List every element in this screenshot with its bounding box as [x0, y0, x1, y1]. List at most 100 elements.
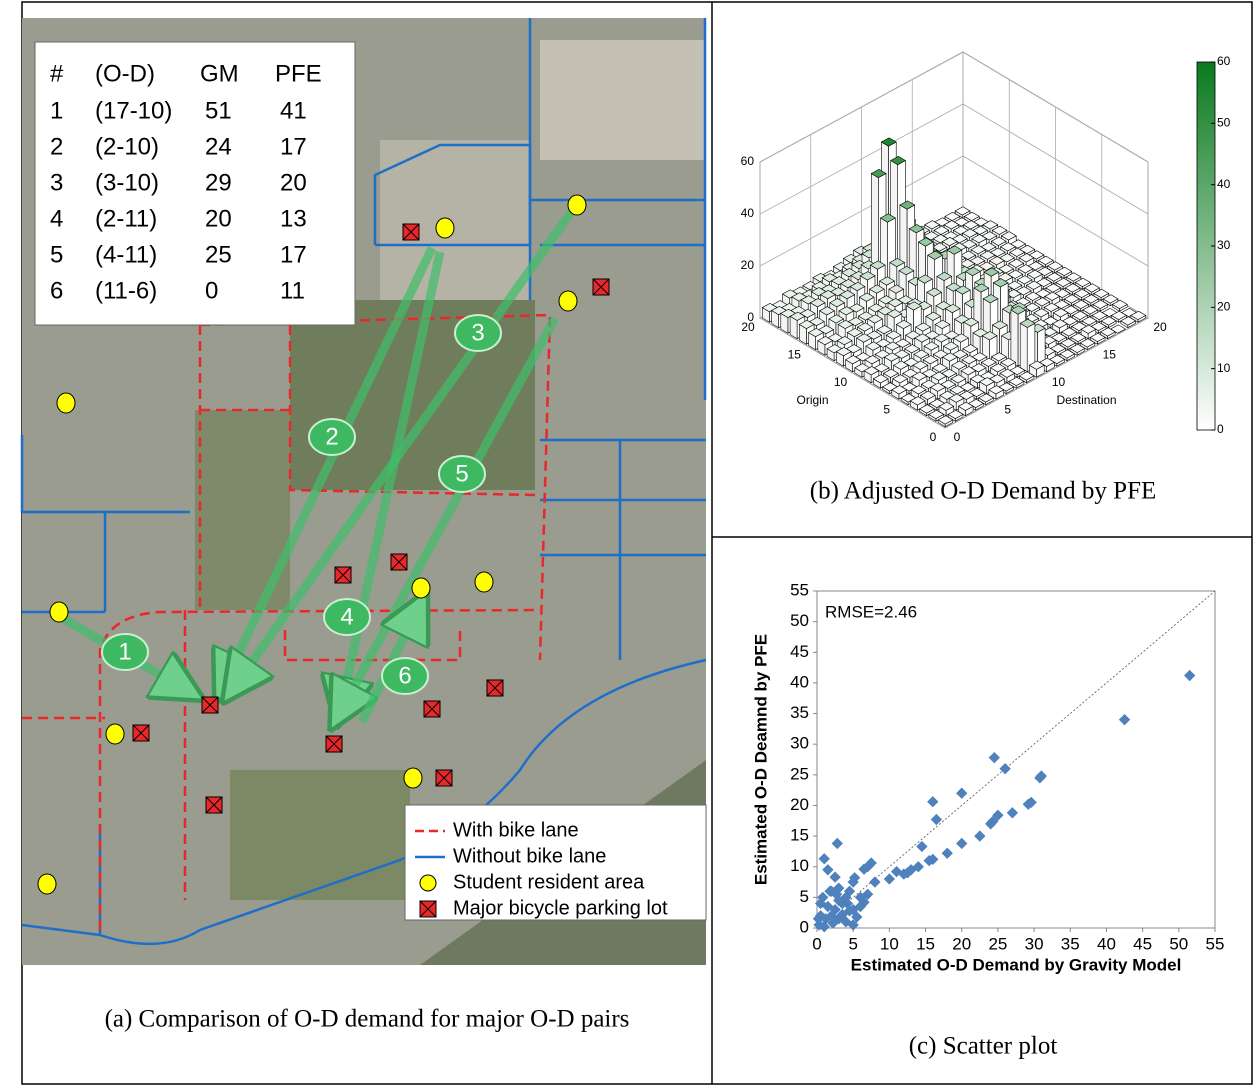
x-tick-label: 45: [1133, 934, 1152, 953]
bar-top: [869, 260, 886, 270]
point: [827, 917, 839, 929]
point: [883, 873, 896, 885]
table-cell: (17-10): [95, 97, 172, 124]
bar-top: [911, 371, 928, 381]
bar-top: [846, 327, 863, 338]
bar-top: [899, 200, 916, 210]
bar: [1080, 324, 1097, 340]
pair-label: 2: [325, 423, 338, 450]
bar-top: [872, 374, 889, 384]
y-tick-label: 15: [1103, 348, 1117, 362]
bar-top: [1073, 288, 1090, 298]
bar-top: [1045, 283, 1062, 293]
bar-top: [888, 284, 905, 294]
bar-top: [890, 155, 907, 166]
bar-top: [904, 344, 921, 354]
resident-area: [403, 767, 423, 789]
bar-top: [1099, 327, 1116, 337]
bar-top: [973, 283, 990, 293]
bar-top: [991, 225, 1008, 235]
bar: [909, 396, 926, 411]
bar-top: [951, 360, 968, 370]
bar-top: [944, 303, 961, 314]
y-tick-label: 15: [790, 826, 809, 845]
parking-cross: [435, 769, 453, 787]
bar-top: [1130, 310, 1147, 320]
x-tick-label: 0: [930, 430, 937, 444]
table-cell: 6: [50, 277, 63, 304]
map: 1 2 3 4 5 6 # (O-D) GM PFE 1 (17-10) 51 41 2 (2-10) 24 1…: [20, 18, 707, 965]
table-cell: 25: [205, 241, 232, 268]
x-tick-label: 20: [952, 934, 971, 953]
bar-top: [1065, 272, 1082, 282]
bar: [947, 409, 964, 422]
legend-box: [404, 804, 707, 921]
y-tick-label: 10: [1052, 375, 1066, 389]
x-tick-label: 30: [1025, 934, 1044, 953]
bar-top: [957, 401, 974, 411]
bar: [1060, 338, 1077, 351]
colorbar-tick-label: 20: [1217, 300, 1231, 314]
parking-lot: [205, 796, 223, 814]
resident-areas: [37, 194, 587, 895]
parking-lot: [592, 278, 610, 296]
bar-top: [1063, 294, 1080, 304]
bar-top: [883, 352, 900, 362]
bar-top: [954, 206, 971, 216]
x-tick-label: 10: [834, 375, 848, 389]
table-cell: (3-10): [95, 169, 159, 196]
bar-top: [949, 385, 966, 395]
bar-top: [1064, 283, 1081, 293]
bar: [989, 363, 1007, 378]
caption: (b) Adjusted O-D Demand by PFE: [810, 478, 1157, 505]
bar-top: [970, 245, 987, 255]
resident-area: [567, 194, 587, 216]
parking-lot: [390, 553, 408, 571]
bar-top: [1083, 294, 1100, 304]
z-tick-label: 60: [741, 154, 755, 168]
bar-top: [918, 404, 935, 414]
bar-top: [892, 374, 909, 384]
bar: [844, 355, 861, 373]
table-cell: (2-10): [95, 133, 159, 160]
table-cell: 4: [50, 205, 63, 232]
point: [858, 896, 870, 908]
y-tick-label: 0: [954, 430, 961, 444]
bar-top: [943, 220, 960, 230]
bar-top: [933, 225, 950, 235]
bar-top: [990, 352, 1007, 362]
bar: [1100, 316, 1117, 329]
od-table-box: [34, 41, 356, 326]
y-tick-label: 20: [1153, 320, 1167, 334]
x-tick-label: 0: [812, 934, 821, 953]
pair-circle: [454, 314, 502, 352]
point: [974, 830, 986, 842]
bar-top: [1028, 360, 1045, 370]
annotation: RMSE=2.46: [825, 602, 917, 621]
bar-top: [892, 360, 910, 370]
bar-top: [982, 294, 999, 304]
bar-top: [981, 331, 998, 341]
z-tick-label: 20: [741, 258, 755, 272]
bar-top: [1082, 305, 1099, 315]
table-cell: 2: [50, 133, 63, 160]
bar-top: [962, 220, 979, 230]
y-tick-label: 5: [800, 887, 809, 906]
bar-top: [1025, 280, 1042, 290]
bar-top: [1026, 269, 1043, 279]
bar-top: [999, 368, 1016, 378]
parking-lot: [486, 679, 504, 697]
legend-label: Without bike lane: [453, 845, 606, 867]
x-tick-label: 20: [741, 320, 755, 334]
bar-top: [964, 266, 981, 277]
bar-top: [839, 290, 856, 300]
y-tick-label: 35: [790, 703, 809, 722]
parking-cross: [201, 696, 219, 714]
bar: [1093, 288, 1110, 301]
bar-top: [1080, 324, 1097, 334]
bar-top: [1033, 308, 1050, 318]
bar-top: [941, 237, 958, 247]
bar-top: [1037, 255, 1054, 265]
point: [927, 796, 939, 808]
y-tick-label: 55: [790, 580, 809, 599]
